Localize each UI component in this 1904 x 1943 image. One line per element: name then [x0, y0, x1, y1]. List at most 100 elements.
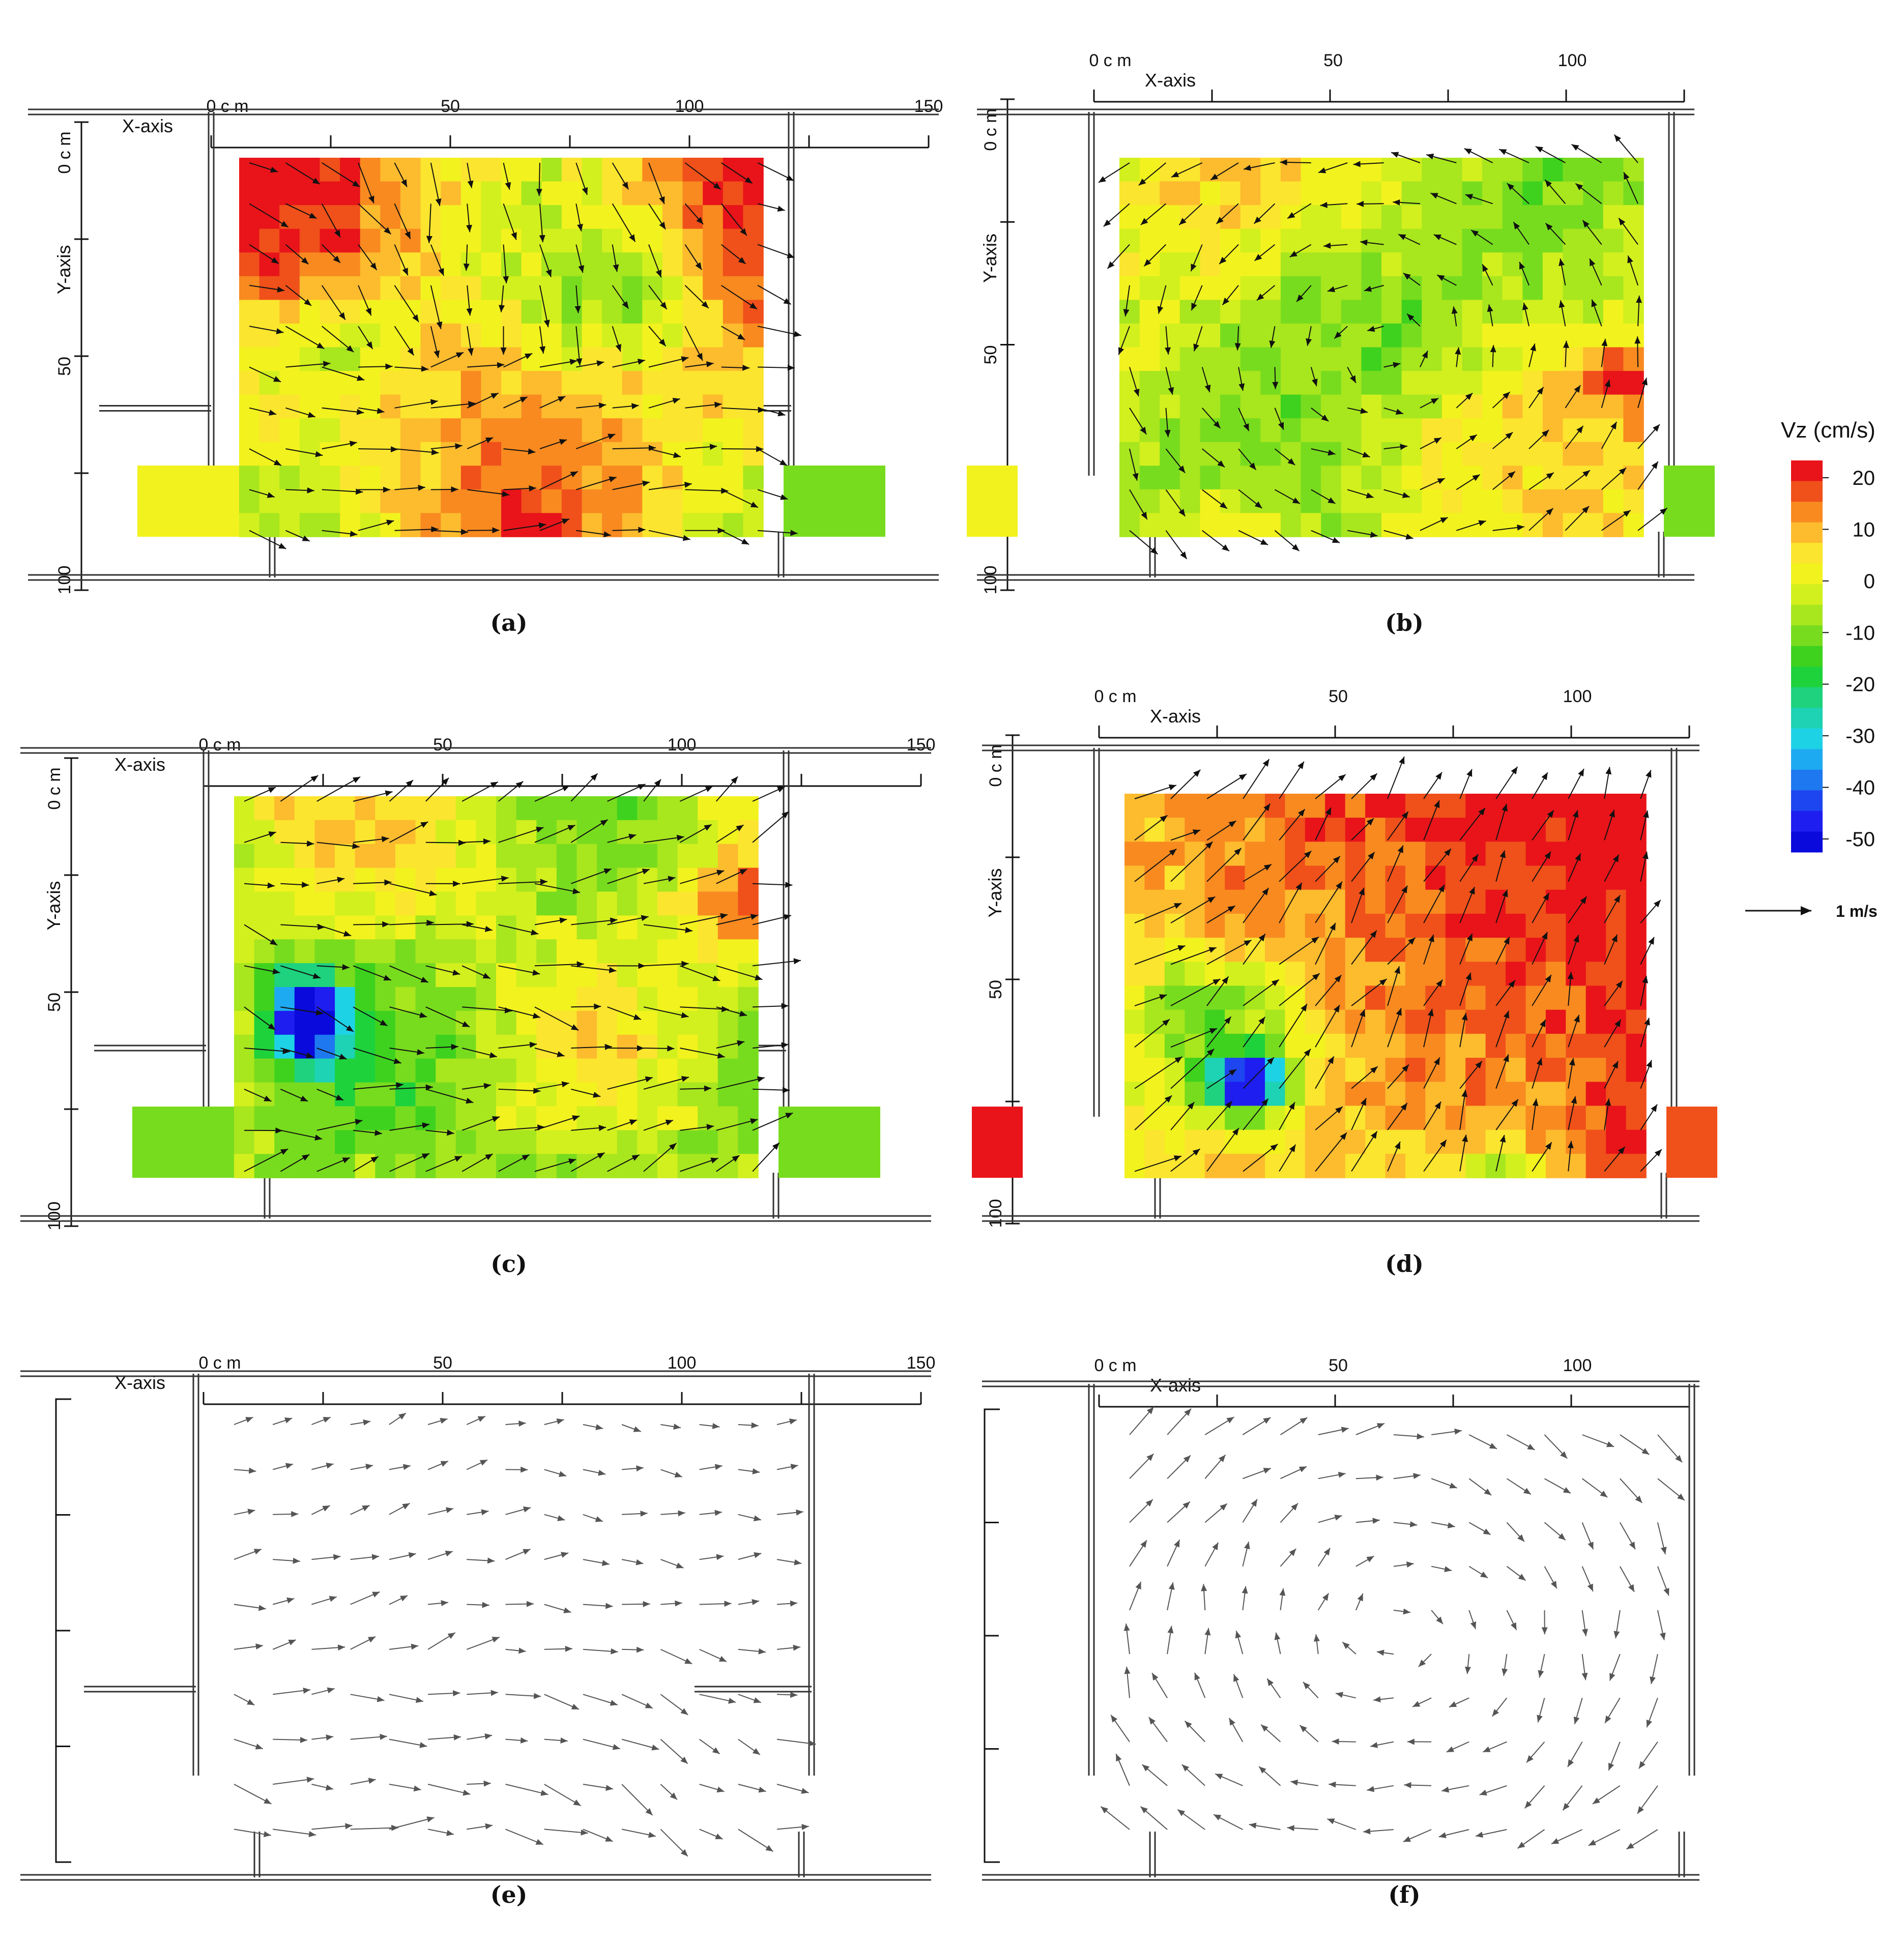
contour-cell	[1220, 181, 1241, 206]
contour-cell	[1422, 205, 1443, 229]
contour-cell	[1422, 228, 1443, 253]
velocity-arrow	[273, 1557, 300, 1564]
contour-cell	[380, 442, 401, 467]
velocity-arrow	[1391, 152, 1421, 163]
contour-cell	[355, 891, 376, 916]
velocity-arrow	[1318, 162, 1348, 173]
velocity-arrow	[1280, 159, 1311, 166]
contour-cell	[294, 1058, 315, 1083]
velocity-arrow	[430, 326, 440, 358]
contour-cell	[320, 158, 340, 182]
contour-cell	[1200, 228, 1221, 253]
contour-cell	[239, 158, 260, 182]
contour-cell	[682, 300, 703, 324]
contour-cell	[703, 371, 724, 395]
contour-cell	[501, 300, 522, 324]
velocity-arrow	[1483, 1741, 1507, 1753]
contour-cell	[576, 939, 597, 964]
contour-cell	[1285, 913, 1306, 938]
contour-cell	[335, 915, 356, 940]
contour-cell	[1585, 818, 1606, 843]
contour-cell	[1583, 276, 1604, 301]
contour-cell	[299, 489, 321, 514]
contour-cell	[420, 489, 441, 514]
contour-cell	[320, 489, 340, 514]
velocity-arrow	[430, 529, 469, 535]
velocity-arrow	[612, 285, 629, 309]
contour-cell	[1583, 418, 1604, 443]
legend-swatch	[1791, 502, 1823, 523]
velocity-arrow	[1528, 508, 1554, 531]
contour-cell	[481, 276, 502, 301]
velocity-arrow	[1538, 1654, 1545, 1678]
contour-cell	[1124, 1033, 1145, 1058]
contour-cell	[1124, 985, 1145, 1010]
contour-cell	[259, 323, 280, 348]
contour-cell	[436, 820, 456, 845]
velocity-arrow	[1134, 945, 1186, 965]
contour-cell	[1341, 228, 1362, 253]
contour-cell	[561, 323, 583, 348]
contour-cell	[380, 418, 401, 443]
contour-cell	[1525, 794, 1546, 818]
contour-cell	[1200, 158, 1221, 182]
velocity-arrow	[1327, 284, 1348, 293]
contour-cell	[1185, 889, 1205, 914]
contour-cell	[395, 939, 416, 964]
contour-cell	[436, 867, 456, 892]
contour-cell	[1422, 442, 1443, 467]
velocity-arrow	[544, 1737, 568, 1744]
x-tick-label: 100	[1563, 1356, 1592, 1375]
velocity-arrow	[1383, 444, 1408, 450]
velocity-arrow	[685, 487, 729, 494]
velocity-arrow	[1326, 1818, 1357, 1830]
velocity-arrow	[1423, 1057, 1440, 1089]
contour-cell	[1626, 913, 1647, 938]
contour-cell	[1462, 300, 1483, 324]
contour-cell	[1321, 394, 1342, 419]
velocity-arrow	[1412, 1697, 1432, 1707]
contour-cell	[1220, 347, 1241, 371]
y-tick-label: 50	[986, 980, 1005, 999]
contour-cell	[1502, 347, 1523, 371]
contour-cell	[1385, 889, 1406, 914]
contour-cell	[597, 1154, 618, 1178]
contour-cell	[1144, 1129, 1165, 1154]
contour-cell	[1482, 158, 1503, 182]
contour-cell	[1265, 842, 1286, 866]
velocity-arrow	[1482, 264, 1493, 286]
contour-cell	[1583, 442, 1604, 467]
contour-cell	[1160, 394, 1180, 419]
contour-cell	[536, 939, 557, 964]
velocity-arrow	[612, 326, 622, 352]
contour-cell	[1482, 323, 1503, 348]
contour-cell	[1441, 371, 1463, 395]
contour-cell	[1545, 794, 1567, 818]
contour-cell	[1506, 1106, 1526, 1130]
contour-cell	[420, 276, 441, 301]
contour-cell	[657, 1010, 678, 1035]
legend-swatch	[1791, 687, 1823, 708]
velocity-arrow	[1315, 774, 1346, 799]
contour-cell	[1606, 1082, 1627, 1107]
contour-cell	[259, 466, 280, 490]
contour-cell	[1345, 913, 1366, 938]
contour-cell	[1606, 818, 1627, 843]
contour-cell	[415, 1154, 436, 1178]
contour-cell	[1280, 276, 1302, 301]
contour-cell	[743, 418, 764, 443]
velocity-arrow	[394, 448, 439, 455]
contour-cell	[1525, 865, 1546, 890]
contour-cell	[1626, 1129, 1647, 1154]
contour-cell	[1425, 913, 1446, 938]
contour-cell	[400, 158, 421, 182]
contour-cell	[698, 844, 718, 868]
velocity-arrow	[1351, 1097, 1367, 1130]
contour-cell	[1321, 323, 1342, 348]
contour-cell	[1585, 985, 1606, 1010]
contour-cell	[1583, 323, 1604, 348]
velocity-arrow	[660, 1648, 693, 1665]
velocity-arrow	[389, 1784, 421, 1792]
velocity-arrow	[648, 530, 690, 541]
contour-cell	[1119, 442, 1140, 467]
